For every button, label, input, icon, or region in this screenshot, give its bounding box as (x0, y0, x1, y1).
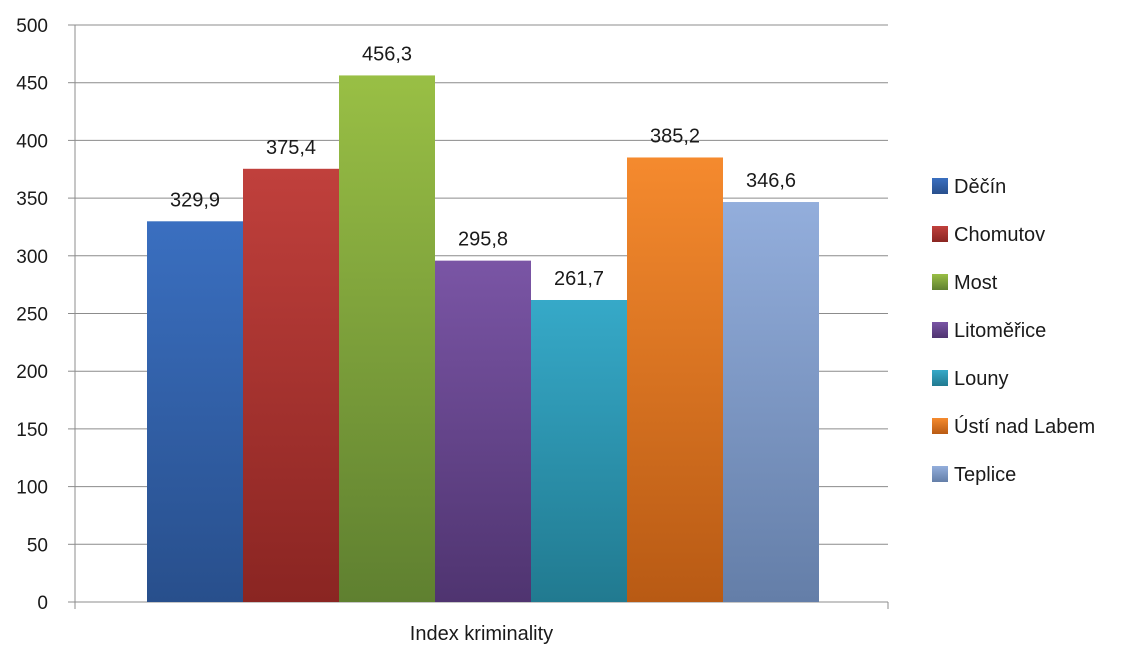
legend-swatch (932, 466, 948, 482)
data-label: 295,8 (458, 229, 508, 251)
y-tick-label: 350 (16, 189, 48, 210)
legend-label: Teplice (954, 464, 1016, 486)
legend-label: Most (954, 272, 998, 294)
bar-Teplice (723, 202, 819, 602)
y-tick-label: 200 (16, 362, 48, 383)
legend-item: Teplice (932, 464, 1016, 486)
legend: Děčín Chomutov Most Litoměřice Louny Ústí nad… (932, 176, 1095, 486)
bar-Louny (531, 299, 627, 602)
y-tick-label: 150 (16, 420, 48, 441)
legend-item: Chomutov (932, 224, 1045, 246)
y-tick-label: 300 (16, 247, 48, 268)
y-tick-label: 0 (37, 593, 48, 614)
bar-Most (339, 75, 435, 602)
legend-label: Děčín (954, 176, 1006, 198)
data-label: 346,6 (746, 170, 796, 192)
axes: 0 50 100 150 200 250 300 350 400 450 500 Index krim… (16, 16, 889, 645)
legend-swatch (932, 370, 948, 386)
legend-label: Louny (954, 368, 1009, 390)
legend-item: Ústí nad Labem (932, 415, 1095, 438)
legend-label: Ústí nad Labem (954, 415, 1095, 438)
bar-Ústí nad Labem (627, 157, 723, 603)
legend-item: Děčín (932, 176, 1006, 198)
bar-Děčín (147, 221, 243, 602)
legend-label: Chomutov (954, 224, 1045, 246)
legend-swatch (932, 274, 948, 290)
legend-item: Louny (932, 368, 1009, 390)
legend-item: Litoměřice (932, 320, 1046, 342)
y-tick-label: 100 (16, 478, 48, 499)
x-category-label: Index kriminality (410, 623, 553, 645)
bar-Chomutov (243, 168, 339, 603)
legend-swatch (932, 418, 948, 434)
y-tick-label: 50 (27, 535, 48, 556)
y-tick-label: 400 (16, 131, 48, 152)
legend-swatch (932, 226, 948, 242)
bars (147, 75, 819, 603)
y-tick-label: 450 (16, 74, 48, 95)
data-label: 385,2 (650, 125, 700, 147)
legend-swatch (932, 178, 948, 194)
legend-item: Most (932, 272, 998, 294)
data-label: 329,9 (170, 189, 220, 211)
data-labels: 329,9 375,4 456,3 295,8 261,7 385,2 346,6 (170, 43, 796, 290)
legend-label: Litoměřice (954, 320, 1046, 342)
y-tick-label: 250 (16, 305, 48, 326)
y-tick-label: 500 (16, 16, 48, 37)
data-label: 456,3 (362, 43, 412, 65)
bar-Litoměřice (435, 260, 531, 602)
data-label: 375,4 (266, 137, 316, 159)
legend-swatch (932, 322, 948, 338)
data-label: 261,7 (554, 268, 604, 290)
